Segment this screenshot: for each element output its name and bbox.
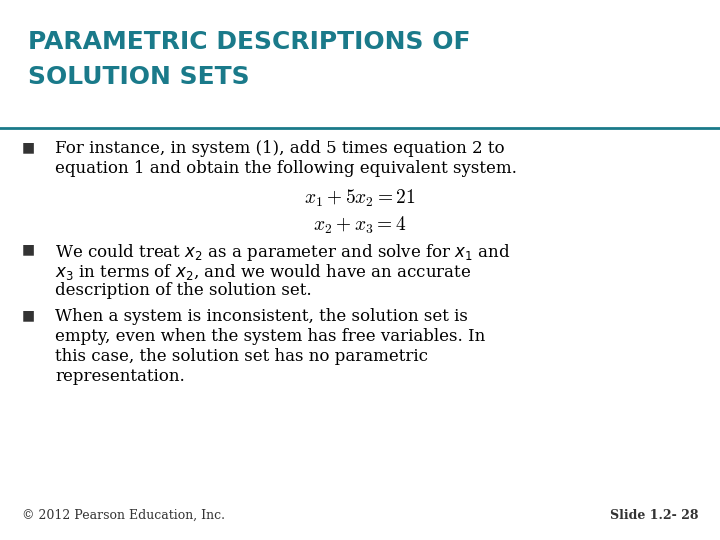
Text: ■: ■ xyxy=(22,308,35,322)
Text: $x_3$ in terms of $x_2$, and we would have an accurate: $x_3$ in terms of $x_2$, and we would ha… xyxy=(55,262,472,282)
Text: $x_2 + x_3 = 4$: $x_2 + x_3 = 4$ xyxy=(313,215,407,237)
Text: empty, even when the system has free variables. In: empty, even when the system has free var… xyxy=(55,328,485,345)
Text: When a system is inconsistent, the solution set is: When a system is inconsistent, the solut… xyxy=(55,308,468,325)
Text: description of the solution set.: description of the solution set. xyxy=(55,282,312,299)
Text: equation 1 and obtain the following equivalent system.: equation 1 and obtain the following equi… xyxy=(55,160,517,177)
Text: this case, the solution set has no parametric: this case, the solution set has no param… xyxy=(55,348,428,365)
Text: We could treat $x_2$ as a parameter and solve for $x_1$ and: We could treat $x_2$ as a parameter and … xyxy=(55,242,510,263)
Text: PARAMETRIC DESCRIPTIONS OF: PARAMETRIC DESCRIPTIONS OF xyxy=(28,30,470,54)
Text: representation.: representation. xyxy=(55,368,185,385)
Text: © 2012 Pearson Education, Inc.: © 2012 Pearson Education, Inc. xyxy=(22,509,225,522)
Text: ■: ■ xyxy=(22,242,35,256)
Text: SOLUTION SETS: SOLUTION SETS xyxy=(28,65,250,89)
Text: For instance, in system (1), add 5 times equation 2 to: For instance, in system (1), add 5 times… xyxy=(55,140,505,157)
Text: $x_1 + 5x_2 = 21$: $x_1 + 5x_2 = 21$ xyxy=(304,188,416,210)
Text: Slide 1.2- 28: Slide 1.2- 28 xyxy=(610,509,698,522)
Text: ■: ■ xyxy=(22,140,35,154)
